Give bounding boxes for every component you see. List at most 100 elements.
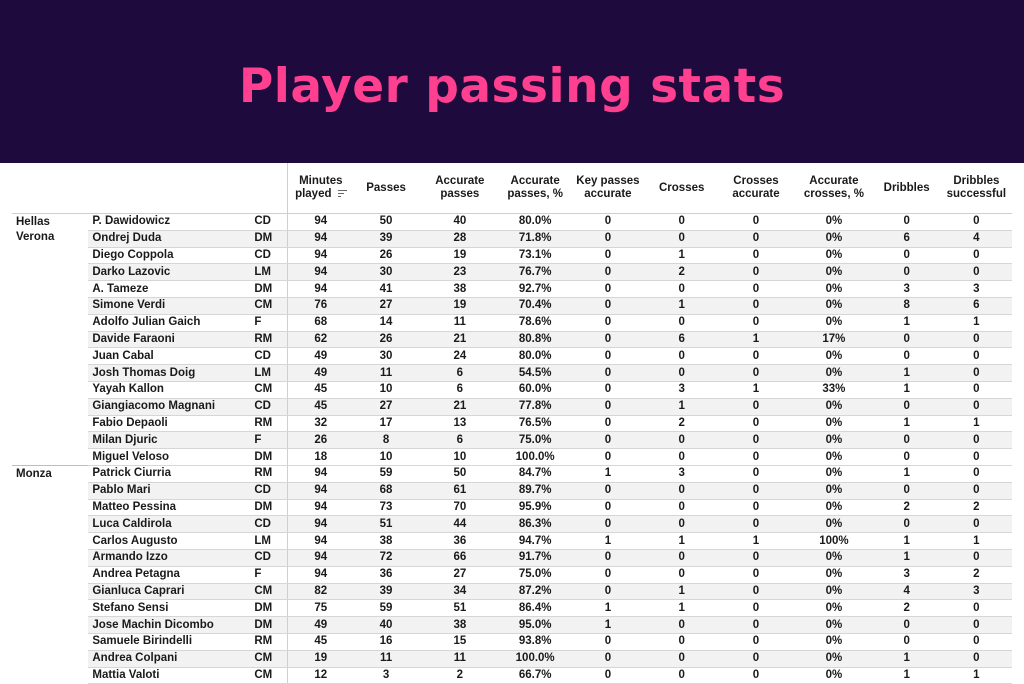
- header-dribbles[interactable]: Dribbles: [872, 163, 941, 214]
- accurate-passes-cell: 24: [418, 347, 502, 366]
- crosses-accurate-cell: 0: [716, 247, 796, 265]
- key-passes-accurate-cell: 0: [569, 213, 647, 231]
- header-accurate-passes-pct[interactable]: Accurate passes, %: [501, 163, 570, 214]
- passes-cell: 40: [353, 616, 419, 634]
- dribbles-successful-cell: 2: [940, 499, 1012, 517]
- player-name-cell: Pablo Mari: [88, 482, 249, 500]
- header-passes[interactable]: Passes: [353, 163, 419, 214]
- crosses-accurate-cell: 0: [716, 583, 796, 601]
- player-name-cell: Samuele Birindelli: [88, 633, 249, 651]
- player-position-cell: CD: [248, 213, 288, 231]
- passes-cell: 59: [353, 464, 419, 483]
- player-position-cell: LM: [248, 263, 288, 282]
- player-position-cell: F: [248, 314, 288, 332]
- header-player: [88, 163, 249, 214]
- player-name-cell: Darko Lazovic: [88, 263, 249, 282]
- dribbles-successful-cell: 0: [940, 364, 1012, 382]
- minutes-played-cell: 94: [287, 213, 354, 231]
- crosses-cell: 0: [646, 667, 717, 684]
- table-row: Samuele Birindelli RM 45 16 15 93.8% 0 0 0 0% 0 0: [12, 633, 1012, 651]
- player-name-cell: Andrea Colpani: [88, 650, 249, 668]
- dribbles-successful-cell: 0: [940, 431, 1012, 450]
- minutes-played-cell: 94: [287, 247, 354, 265]
- header-accurate-crosses-pct[interactable]: Accurate crosses, %: [795, 163, 873, 214]
- minutes-played-cell: 32: [287, 415, 354, 433]
- crosses-accurate-cell: 0: [716, 448, 796, 466]
- table-row: Fabio Depaoli RM 32 17 13 76.5% 0 2 0 0% 1 1: [12, 415, 1012, 433]
- crosses-cell: 0: [646, 431, 717, 450]
- accurate-passes-cell: 70: [418, 499, 502, 517]
- accurate-passes-pct-cell: 93.8%: [501, 633, 570, 651]
- minutes-played-cell: 94: [287, 566, 354, 584]
- minutes-played-cell: 45: [287, 633, 354, 651]
- player-name-cell: Milan Djuric: [88, 431, 249, 450]
- crosses-cell: 1: [646, 398, 717, 416]
- accurate-passes-cell: 44: [418, 515, 502, 534]
- crosses-cell: 0: [646, 616, 717, 634]
- crosses-accurate-cell: 0: [716, 616, 796, 634]
- accurate-passes-cell: 2: [418, 667, 502, 684]
- header-accurate-passes[interactable]: Accurate passes: [418, 163, 502, 214]
- accurate-passes-cell: 21: [418, 331, 502, 349]
- accurate-crosses-pct-cell: 0%: [795, 482, 873, 500]
- table-row: Monza Patrick Ciurria RM 94 59 50 84.7% 1 3 0 0% 1 0: [12, 464, 1012, 684]
- sort-icon[interactable]: [337, 188, 347, 199]
- header-crosses-accurate[interactable]: Crosses accurate: [716, 163, 796, 214]
- table-row: Andrea Colpani CM 19 11 11 100.0% 0 0 0 0% 1 0: [12, 650, 1012, 668]
- header-key-passes-accurate[interactable]: Key passes accurate: [569, 163, 647, 214]
- accurate-passes-cell: 66: [418, 549, 502, 567]
- minutes-played-cell: 76: [287, 297, 354, 315]
- dribbles-successful-cell: 0: [940, 398, 1012, 416]
- dribbles-cell: 0: [872, 616, 941, 634]
- dribbles-successful-cell: 0: [940, 482, 1012, 500]
- player-name-cell: A. Tameze: [88, 280, 249, 298]
- header-crosses[interactable]: Crosses: [646, 163, 717, 214]
- crosses-cell: 0: [646, 364, 717, 382]
- passes-cell: 26: [353, 247, 419, 265]
- header-minutes-played[interactable]: Minutes played: [287, 163, 354, 214]
- table-row: Carlos Augusto LM 94 38 36 94.7% 1 1 1 100% 1 1: [12, 532, 1012, 550]
- accurate-passes-cell: 23: [418, 263, 502, 282]
- dribbles-cell: 6: [872, 230, 941, 248]
- crosses-cell: 1: [646, 297, 717, 315]
- dribbles-cell: 1: [872, 650, 941, 668]
- minutes-played-cell: 26: [287, 431, 354, 450]
- accurate-passes-pct-cell: 60.0%: [501, 381, 570, 399]
- minutes-played-cell: 62: [287, 331, 354, 349]
- passes-cell: 10: [353, 381, 419, 399]
- player-name-cell: Juan Cabal: [88, 347, 249, 366]
- crosses-accurate-cell: 0: [716, 263, 796, 282]
- dribbles-cell: 0: [872, 247, 941, 265]
- header-dribbles-successful[interactable]: Dribbles successful: [940, 163, 1012, 214]
- table-row: Gianluca Caprari CM 82 39 34 87.2% 0 1 0 0% 4 3: [12, 583, 1012, 601]
- crosses-cell: 0: [646, 230, 717, 248]
- player-position-cell: F: [248, 431, 288, 450]
- accurate-crosses-pct-cell: 0%: [795, 650, 873, 668]
- player-position-cell: DM: [248, 230, 288, 248]
- passes-cell: 26: [353, 331, 419, 349]
- crosses-cell: 0: [646, 515, 717, 534]
- accurate-passes-pct-cell: 80.0%: [501, 213, 570, 231]
- accurate-passes-pct-cell: 91.7%: [501, 549, 570, 567]
- accurate-passes-cell: 40: [418, 213, 502, 231]
- team-name: Monza: [12, 464, 89, 684]
- crosses-cell: 0: [646, 347, 717, 366]
- accurate-passes-cell: 19: [418, 247, 502, 265]
- accurate-passes-pct-cell: 75.0%: [501, 566, 570, 584]
- accurate-crosses-pct-cell: 0%: [795, 464, 873, 483]
- dribbles-successful-cell: 0: [940, 247, 1012, 265]
- crosses-cell: 3: [646, 464, 717, 483]
- player-name-cell: Davide Faraoni: [88, 331, 249, 349]
- player-position-cell: LM: [248, 364, 288, 382]
- minutes-played-cell: 75: [287, 599, 354, 618]
- passes-cell: 14: [353, 314, 419, 332]
- crosses-accurate-cell: 0: [716, 347, 796, 366]
- table-row: Diego Coppola CD 94 26 19 73.1% 0 1 0 0% 0 0: [12, 247, 1012, 265]
- accurate-crosses-pct-cell: 0%: [795, 633, 873, 651]
- accurate-passes-pct-cell: 80.0%: [501, 347, 570, 366]
- crosses-cell: 2: [646, 415, 717, 433]
- table-row: Adolfo Julian Gaich F 68 14 11 78.6% 0 0 0 0% 1 1: [12, 314, 1012, 332]
- passes-cell: 3: [353, 667, 419, 684]
- table-row: Matteo Pessina DM 94 73 70 95.9% 0 0 0 0% 2 2: [12, 499, 1012, 517]
- key-passes-accurate-cell: 1: [569, 599, 647, 618]
